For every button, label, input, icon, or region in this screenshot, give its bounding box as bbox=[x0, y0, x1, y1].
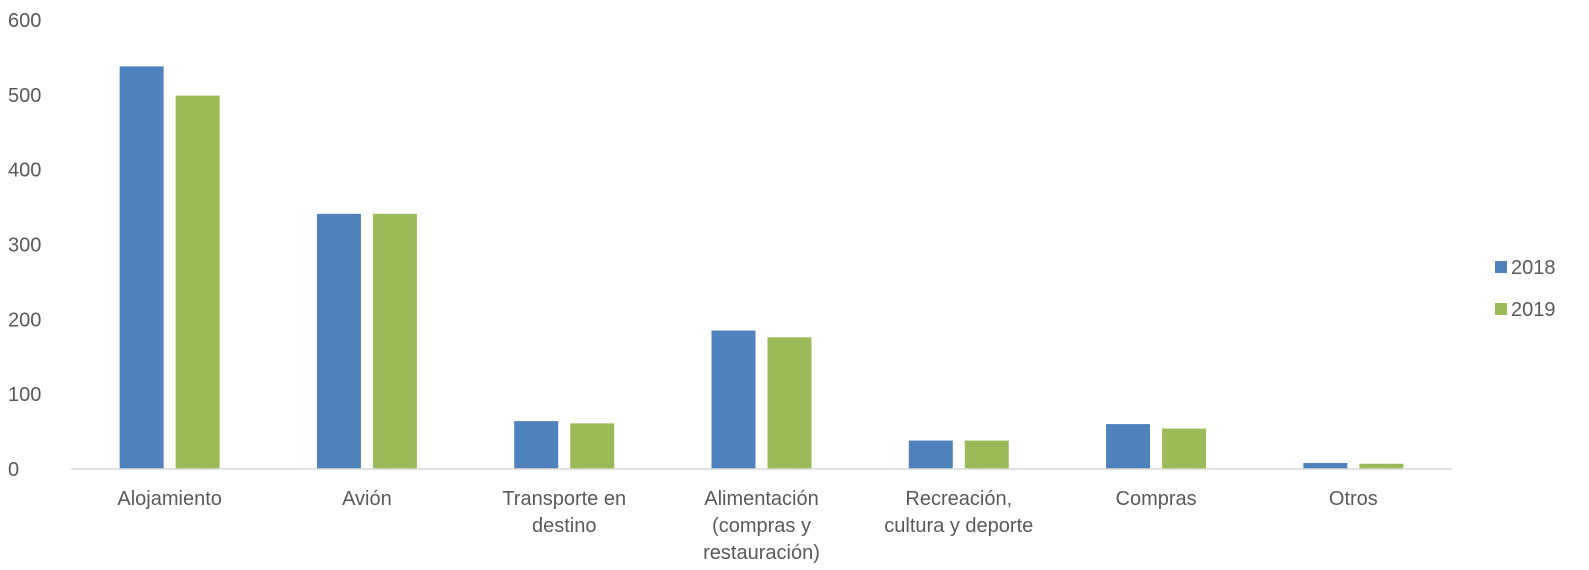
x-tick-label: Alojamiento bbox=[117, 488, 222, 510]
y-tick-label: 200 bbox=[8, 309, 41, 331]
bar-2019-2 bbox=[570, 423, 615, 469]
y-tick-label: 400 bbox=[8, 160, 41, 182]
bar-2019-6 bbox=[1359, 463, 1404, 469]
y-tick-label: 0 bbox=[8, 459, 19, 481]
bar-2018-4 bbox=[908, 440, 953, 469]
bar-2019-1 bbox=[372, 213, 417, 469]
x-tick-label: Otros bbox=[1329, 488, 1378, 510]
bar-2018-5 bbox=[1106, 424, 1151, 469]
x-tick-label: (compras y bbox=[712, 515, 811, 537]
x-tick-label: Compras bbox=[1116, 488, 1197, 510]
x-tick-label: Avión bbox=[342, 488, 392, 510]
legend-swatch-2018 bbox=[1495, 261, 1507, 273]
x-tick-label: restauración) bbox=[703, 542, 820, 564]
legend-label-2018: 2018 bbox=[1511, 257, 1556, 279]
bar-2018-0 bbox=[119, 66, 164, 469]
bar-2019-4 bbox=[964, 440, 1009, 469]
bar-2018-6 bbox=[1303, 463, 1348, 469]
bars bbox=[119, 66, 1404, 469]
y-tick-label: 300 bbox=[8, 235, 41, 257]
y-tick-label: 100 bbox=[8, 384, 41, 406]
bar-2018-1 bbox=[316, 213, 361, 469]
y-axis: 0 100 200 300 400 500 600 bbox=[8, 10, 41, 481]
y-tick-label: 600 bbox=[8, 10, 41, 32]
bar-2018-2 bbox=[514, 421, 559, 469]
bar-2018-3 bbox=[711, 330, 756, 469]
bar-2019-0 bbox=[175, 95, 220, 469]
legend-label-2019: 2019 bbox=[1511, 299, 1556, 321]
x-tick-label: cultura y deporte bbox=[884, 515, 1033, 537]
y-tick-label: 500 bbox=[8, 85, 41, 107]
legend-swatch-2019 bbox=[1495, 303, 1507, 315]
x-tick-label: destino bbox=[532, 515, 597, 537]
bar-2019-5 bbox=[1162, 428, 1207, 469]
x-tick-label: Recreación, bbox=[905, 488, 1012, 510]
x-tick-label: Alimentación bbox=[704, 488, 819, 510]
x-tick-label: Transporte en bbox=[502, 488, 626, 510]
legend: 2018 2019 bbox=[1495, 257, 1556, 321]
x-axis: Alojamiento Avión Transporte en destino Alim… bbox=[117, 488, 1377, 564]
bar-2019-3 bbox=[767, 337, 812, 469]
